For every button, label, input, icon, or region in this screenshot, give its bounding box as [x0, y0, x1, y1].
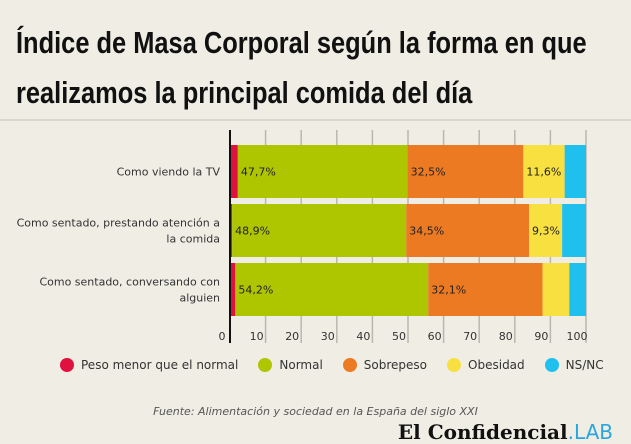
bar-segment	[407, 145, 524, 198]
legend-item: Obesidad	[447, 358, 525, 372]
category-label: la comida	[166, 233, 220, 246]
divider	[0, 119, 631, 121]
stacked-bar-chart: 0 10 20 30 40 50 60 70 80 90 100 47,7% 32,5% 11,6% Com…	[17, 130, 588, 343]
bar-segment	[232, 204, 407, 257]
x-tick-label: 90	[534, 330, 548, 343]
x-tick-label: 60	[428, 330, 442, 343]
x-tick-label: 10	[250, 330, 264, 343]
x-tick-label: 100	[567, 330, 588, 343]
data-label: 32,5%	[411, 166, 446, 179]
x-tick-label: 40	[356, 330, 370, 343]
legend-item: Peso menor que el normal	[60, 358, 238, 372]
data-label: 11,6%	[526, 166, 561, 179]
legend-label: Normal	[279, 358, 323, 372]
source-note: Fuente: Alimentación y sociedad en la Es…	[153, 405, 478, 418]
bar-segment	[562, 204, 586, 257]
legend-swatch	[342, 358, 357, 372]
legend-item: Normal	[258, 358, 323, 372]
x-tick-label: 80	[499, 330, 513, 343]
data-label: 9,3%	[532, 225, 560, 238]
bar-segment	[406, 204, 530, 257]
data-label: 32,1%	[431, 284, 466, 297]
bar-segment	[529, 204, 563, 257]
data-label: 47,7%	[241, 166, 276, 179]
legend: Peso menor que el normal Normal Sobrepeso O…	[60, 358, 604, 372]
x-tick-label: 50	[392, 330, 406, 343]
legend-item: NS/NC	[544, 358, 604, 372]
bar-segment	[569, 263, 586, 316]
bar-segment	[428, 263, 543, 316]
logo: El Confidencial.LAB	[397, 420, 613, 444]
category-label: Como sentado, prestando atención a	[17, 217, 220, 230]
legend-swatch	[60, 358, 74, 372]
bar-segment	[235, 263, 429, 316]
bar-segment	[237, 145, 408, 198]
bar-segment	[542, 263, 570, 316]
legend-swatch	[258, 358, 273, 372]
x-tick-label: 70	[463, 330, 477, 343]
bar-segment	[230, 145, 238, 198]
x-tick-label: 0	[219, 330, 226, 343]
title-line-2: realizamos la principal comida del día	[16, 75, 473, 110]
bar-segment	[230, 204, 233, 257]
legend-label: Sobrepeso	[363, 358, 428, 372]
chart-title: Índice de Masa Corporal según la forma e…	[16, 18, 587, 118]
x-tick-label: 30	[321, 330, 335, 343]
title-line-1: Índice de Masa Corporal según la forma e…	[16, 25, 587, 60]
legend-label: Peso menor que el normal	[81, 358, 239, 372]
data-label: 34,5%	[409, 225, 444, 238]
category-label: Como sentado, conversando con	[39, 276, 220, 289]
category-label: alguien	[179, 292, 220, 305]
data-label: 54,2%	[238, 284, 273, 297]
legend-label: NS/NC	[565, 358, 604, 372]
bar-segment	[230, 263, 236, 316]
legend-item: Sobrepeso	[342, 358, 428, 372]
x-tick-label: 20	[285, 330, 299, 343]
data-label: 48,9%	[235, 225, 270, 238]
category-label: Como viendo la TV	[117, 166, 221, 179]
legend-label: Obesidad	[468, 358, 525, 372]
legend-swatch	[447, 358, 462, 372]
bar-segment	[523, 145, 565, 198]
legend-swatch	[544, 358, 559, 372]
bar-segment	[564, 145, 586, 198]
